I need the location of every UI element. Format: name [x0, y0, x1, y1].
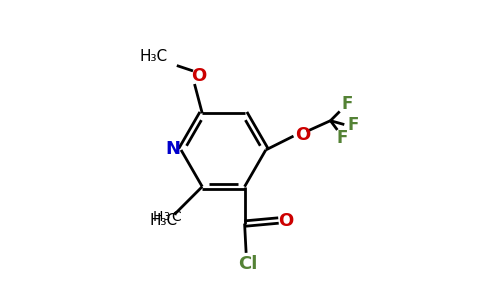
Text: O: O [278, 212, 294, 230]
Text: H: H [152, 210, 163, 224]
Text: F: F [342, 95, 353, 113]
Text: H₃C: H₃C [150, 213, 178, 228]
Text: F: F [348, 116, 359, 134]
Text: N: N [166, 140, 181, 158]
Text: O: O [191, 67, 206, 85]
Text: H₃C: H₃C [140, 49, 168, 64]
Text: F: F [336, 129, 348, 147]
Text: 3: 3 [164, 212, 170, 222]
Text: Cl: Cl [238, 255, 257, 273]
Text: O: O [295, 126, 310, 144]
Text: C: C [171, 210, 181, 224]
